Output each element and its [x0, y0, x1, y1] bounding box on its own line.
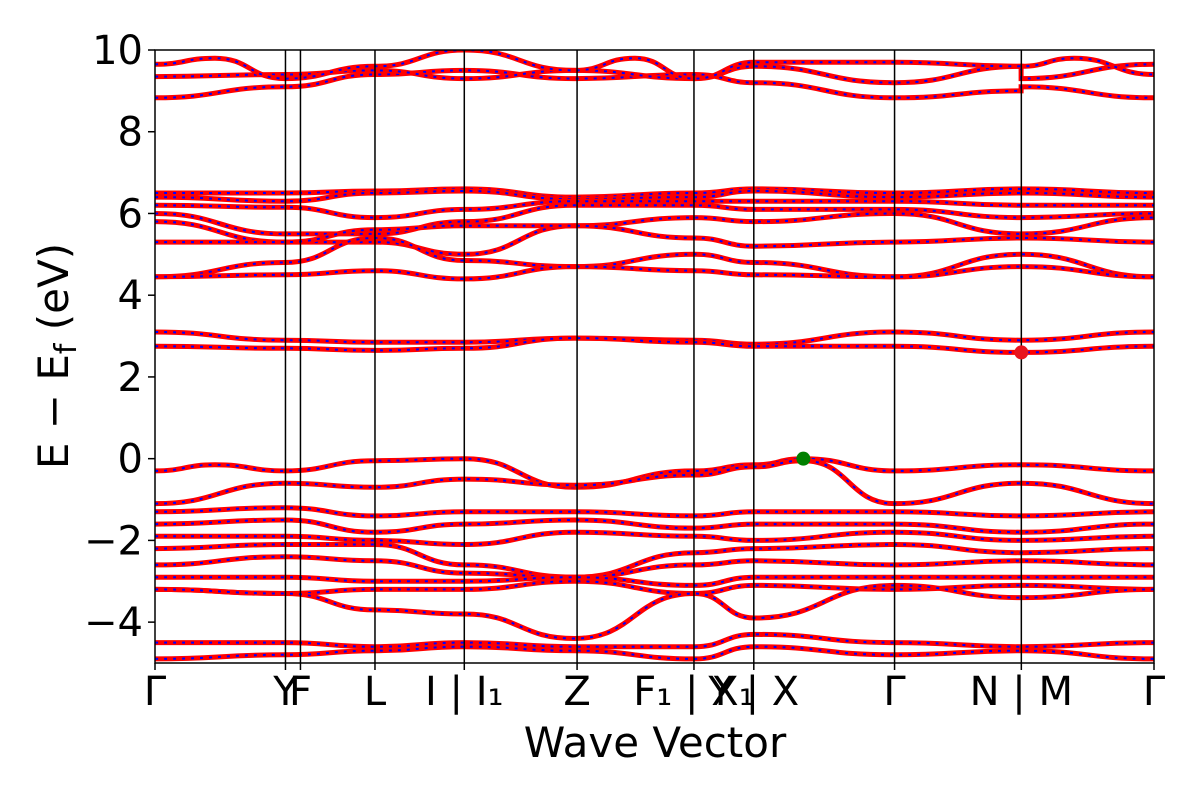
band-line-blue-4 — [155, 189, 1154, 203]
band-line-blue-3 — [155, 187, 1154, 199]
y-tick-label-3: 2 — [118, 355, 143, 401]
band-line-blue-22 — [155, 584, 1154, 640]
x-axis-ticks: Γ YF L I | I₁ Z F₁ | X₁Y | X Γ N | M Γ — [144, 663, 1166, 715]
band-line-red-5 — [155, 198, 1154, 221]
y-axis-title: E − Ef (eV) — [29, 243, 84, 469]
y-axis-ticks: −4 −2 0 2 4 6 8 10 — [84, 28, 155, 646]
band-line-blue-9 — [155, 236, 1154, 278]
y-axis-title-unit: (eV) — [29, 243, 78, 344]
band-line-blue-7 — [155, 212, 1154, 256]
band-line-blue-21 — [155, 580, 1154, 595]
band-line-blue-17 — [155, 531, 1154, 546]
extremum-marker-0 — [796, 451, 811, 466]
x-tick-label-5: Z — [563, 669, 590, 715]
band-line-blue-12 — [155, 337, 1154, 354]
x-tick-label-1: Y — [272, 669, 298, 715]
band-line-red-6 — [155, 202, 1154, 237]
band-line-blue-10 — [155, 265, 1154, 280]
x-tick-label-9: N | M — [970, 669, 1073, 715]
x-tick-label-3: L — [364, 669, 387, 715]
high-symmetry-lines — [284, 50, 1023, 663]
plot-frame — [154, 49, 1155, 664]
x-tick-label-10: Γ — [1143, 669, 1166, 715]
band-line-blue-15 — [155, 506, 1154, 517]
band-line-blue-20 — [155, 576, 1154, 587]
band-line-red-18 — [155, 541, 1154, 580]
band-line-blue-2 — [155, 50, 1154, 80]
band-line-red-10 — [155, 264, 1154, 282]
band-line-blue-19 — [155, 555, 1154, 579]
x-tick-label-0: Γ — [144, 669, 167, 715]
y-tick-label-7: 10 — [92, 28, 143, 74]
extremum-marker-1 — [1014, 345, 1029, 360]
x-tick-label-2: F — [289, 669, 312, 715]
y-tick-label-1: −2 — [84, 518, 143, 564]
y-axis-title-sub: f — [49, 342, 84, 354]
band-line-blue-23 — [155, 633, 1154, 648]
band-line-blue-8 — [155, 224, 1154, 248]
band-line-red-15 — [155, 505, 1154, 519]
x-tick-label-7: Y | X — [707, 669, 799, 715]
band-line-red-16 — [155, 517, 1154, 535]
extrema-markers — [796, 345, 1029, 466]
y-axis-title-main: E − E — [29, 354, 78, 469]
y-tick-label-6: 8 — [118, 110, 143, 156]
x-tick-label-8: Γ — [883, 669, 906, 715]
y-tick-label-5: 6 — [118, 191, 143, 237]
x-tick-label-4: I | I₁ — [425, 669, 504, 715]
x-axis-title: Wave Vector — [524, 718, 787, 767]
y-tick-label-4: 4 — [118, 273, 143, 319]
band-line-blue-14 — [155, 459, 1154, 505]
x-tick-label-6: F₁ | X₁ — [633, 669, 754, 715]
y-tick-label-0: −4 — [84, 600, 143, 646]
band-line-blue-24 — [155, 645, 1154, 660]
band-lines-layer — [155, 50, 1154, 662]
y-tick-label-2: 0 — [118, 437, 143, 483]
band-line-red-23 — [155, 631, 1154, 650]
